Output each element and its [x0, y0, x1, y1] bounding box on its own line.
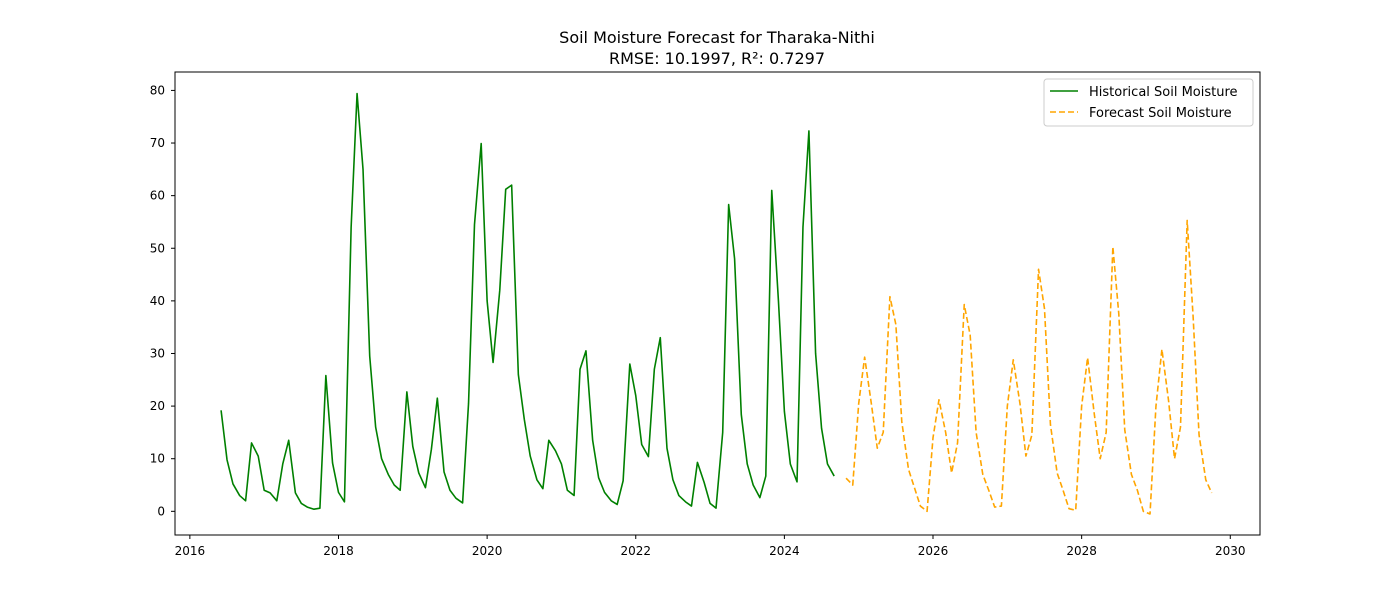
axes: 2016 2018 2020 2022 2024 2026 2028 203001020304… — [150, 71, 1261, 558]
chart-subtitle: RMSE: 10.1997, R²: 0.7297 — [609, 49, 825, 68]
series-line-forecast — [845, 219, 1213, 515]
x-tick-label: 2022 — [620, 544, 651, 558]
y-tick-label: 20 — [150, 399, 165, 413]
x-tick-label: 2026 — [918, 544, 949, 558]
y-tick-label: 50 — [150, 241, 165, 255]
chart-title: Soil Moisture Forecast for Tharaka-Nithi — [559, 28, 875, 47]
y-tick-label: 80 — [150, 83, 165, 97]
x-tick-label: 2024 — [769, 544, 800, 558]
y-tick-label: 60 — [150, 189, 165, 203]
x-tick-label: 2030 — [1215, 544, 1246, 558]
x-tick-label: 2018 — [323, 544, 354, 558]
legend-label-forecast: Forecast Soil Moisture — [1089, 106, 1232, 121]
series-line-historical — [220, 92, 835, 511]
y-tick-label: 40 — [150, 294, 165, 308]
legend-box — [1043, 78, 1254, 127]
y-tick-label: 70 — [150, 136, 165, 150]
legend: Historical Soil Moisture Forecast Soil Mo… — [1043, 78, 1254, 127]
y-tick-label: 0 — [157, 504, 165, 518]
x-tick-label: 2028 — [1066, 544, 1097, 558]
plot-frame — [174, 71, 1261, 536]
y-tick-label: 10 — [150, 452, 165, 466]
y-tick-label: 30 — [150, 346, 165, 360]
x-tick-label: 2020 — [472, 544, 503, 558]
x-tick-label: 2016 — [175, 544, 206, 558]
legend-label-historical: Historical Soil Moisture — [1089, 85, 1238, 100]
plot-area — [220, 92, 1213, 515]
